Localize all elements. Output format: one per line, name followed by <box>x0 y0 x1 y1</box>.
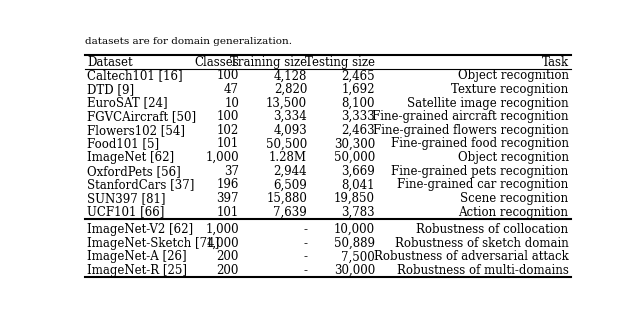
Text: 7,500: 7,500 <box>341 250 375 263</box>
Text: 30,000: 30,000 <box>334 264 375 277</box>
Text: ImageNet-R [25]: ImageNet-R [25] <box>87 264 187 277</box>
Text: Training size: Training size <box>230 56 307 69</box>
Text: 196: 196 <box>217 178 239 191</box>
Text: 101: 101 <box>217 205 239 219</box>
Text: 15,880: 15,880 <box>266 192 307 205</box>
Text: -: - <box>303 264 307 277</box>
Text: 7,639: 7,639 <box>273 205 307 219</box>
Text: ImageNet-V2 [62]: ImageNet-V2 [62] <box>87 223 193 236</box>
Text: Action recognition: Action recognition <box>458 205 568 219</box>
Text: 1.28M: 1.28M <box>269 151 307 164</box>
Text: -: - <box>303 237 307 250</box>
Text: Dataset: Dataset <box>87 56 132 69</box>
Text: 3,334: 3,334 <box>273 110 307 123</box>
Text: OxfordPets [56]: OxfordPets [56] <box>87 165 180 178</box>
Text: 3,333: 3,333 <box>341 110 375 123</box>
Text: EuroSAT [24]: EuroSAT [24] <box>87 97 168 110</box>
Text: 2,465: 2,465 <box>342 70 375 82</box>
Text: ImageNet [62]: ImageNet [62] <box>87 151 174 164</box>
Text: Classes: Classes <box>195 56 239 69</box>
Text: Flowers102 [54]: Flowers102 [54] <box>87 124 185 137</box>
Text: Object recognition: Object recognition <box>458 70 568 82</box>
Text: 102: 102 <box>217 124 239 137</box>
Text: 1,000: 1,000 <box>205 151 239 164</box>
Text: 200: 200 <box>217 250 239 263</box>
Text: 19,850: 19,850 <box>334 192 375 205</box>
Text: 1,692: 1,692 <box>342 83 375 96</box>
Text: Robustness of multi-domains: Robustness of multi-domains <box>397 264 568 277</box>
Text: 397: 397 <box>216 192 239 205</box>
Text: 100: 100 <box>217 110 239 123</box>
Text: Object recognition: Object recognition <box>458 151 568 164</box>
Text: -: - <box>303 223 307 236</box>
Text: Fine-grained car recognition: Fine-grained car recognition <box>397 178 568 191</box>
Text: 50,000: 50,000 <box>334 151 375 164</box>
Text: 1,000: 1,000 <box>205 237 239 250</box>
Text: 37: 37 <box>224 165 239 178</box>
Text: 50,500: 50,500 <box>266 137 307 151</box>
Text: 100: 100 <box>217 70 239 82</box>
Text: Fine-grained pets recognition: Fine-grained pets recognition <box>391 165 568 178</box>
Text: Fine-grained aircraft recognition: Fine-grained aircraft recognition <box>372 110 568 123</box>
Text: Fine-grained flowers recognition: Fine-grained flowers recognition <box>373 124 568 137</box>
Text: Fine-grained food recognition: Fine-grained food recognition <box>390 137 568 151</box>
Text: 13,500: 13,500 <box>266 97 307 110</box>
Text: Texture recognition: Texture recognition <box>451 83 568 96</box>
Text: StanfordCars [37]: StanfordCars [37] <box>87 178 195 191</box>
Text: 8,041: 8,041 <box>342 178 375 191</box>
Text: SUN397 [81]: SUN397 [81] <box>87 192 166 205</box>
Text: 2,463: 2,463 <box>342 124 375 137</box>
Text: 4,093: 4,093 <box>273 124 307 137</box>
Text: Scene recognition: Scene recognition <box>460 192 568 205</box>
Text: -: - <box>303 250 307 263</box>
Text: Food101 [5]: Food101 [5] <box>87 137 159 151</box>
Text: ImageNet-Sketch [74]: ImageNet-Sketch [74] <box>87 237 219 250</box>
Text: DTD [9]: DTD [9] <box>87 83 134 96</box>
Text: 30,300: 30,300 <box>334 137 375 151</box>
Text: Robustness of collocation: Robustness of collocation <box>417 223 568 236</box>
Text: 6,509: 6,509 <box>273 178 307 191</box>
Text: FGVCAircraft [50]: FGVCAircraft [50] <box>87 110 196 123</box>
Text: 1,000: 1,000 <box>205 223 239 236</box>
Text: 101: 101 <box>217 137 239 151</box>
Text: Satellite image recognition: Satellite image recognition <box>407 97 568 110</box>
Text: Caltech101 [16]: Caltech101 [16] <box>87 70 182 82</box>
Text: UCF101 [66]: UCF101 [66] <box>87 205 164 219</box>
Text: 2,820: 2,820 <box>274 83 307 96</box>
Text: 50,889: 50,889 <box>334 237 375 250</box>
Text: 3,669: 3,669 <box>341 165 375 178</box>
Text: 3,783: 3,783 <box>342 205 375 219</box>
Text: Robustness of sketch domain: Robustness of sketch domain <box>395 237 568 250</box>
Text: Robustness of adversarial attack: Robustness of adversarial attack <box>374 250 568 263</box>
Text: 4,128: 4,128 <box>274 70 307 82</box>
Text: 10: 10 <box>224 97 239 110</box>
Text: 200: 200 <box>217 264 239 277</box>
Text: 8,100: 8,100 <box>342 97 375 110</box>
Text: Testing size: Testing size <box>305 56 375 69</box>
Text: 2,944: 2,944 <box>273 165 307 178</box>
Text: 10,000: 10,000 <box>334 223 375 236</box>
Text: datasets are for domain generalization.: datasets are for domain generalization. <box>85 37 292 46</box>
Text: Task: Task <box>541 56 568 69</box>
Text: ImageNet-A [26]: ImageNet-A [26] <box>87 250 187 263</box>
Text: 47: 47 <box>224 83 239 96</box>
